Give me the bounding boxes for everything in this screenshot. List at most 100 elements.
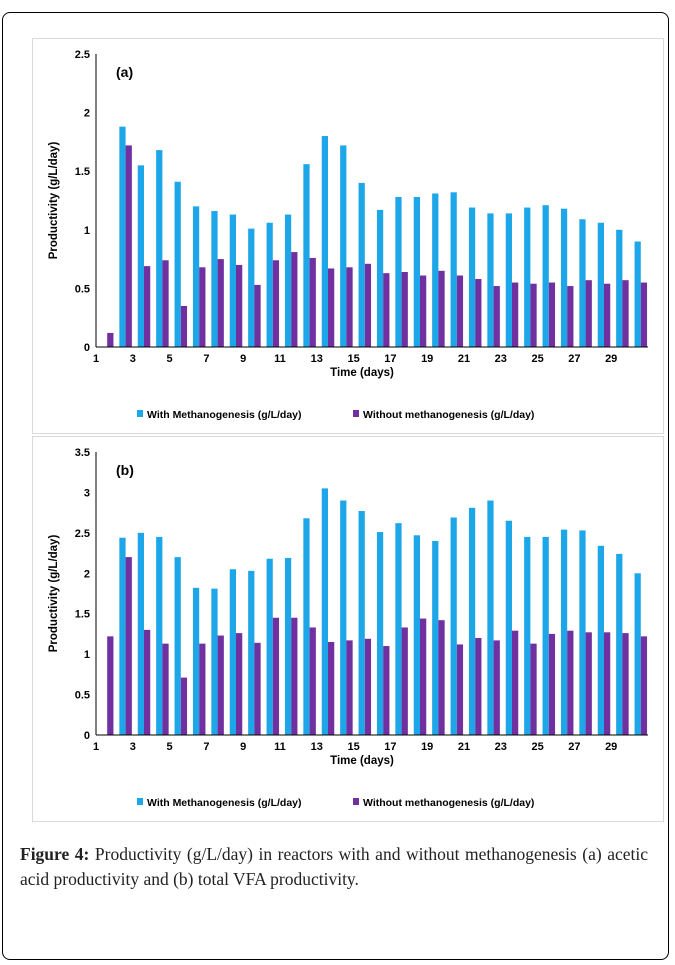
bar	[162, 260, 169, 347]
y-tick-label: 0	[84, 342, 90, 354]
x-axis-title: Time (days)	[330, 755, 394, 767]
caption-text: Productivity (g/L/day) in reactors with …	[20, 844, 648, 889]
bar	[229, 569, 236, 735]
y-axis-title: Productivity (g/L/day)	[48, 142, 60, 260]
x-tick-label: 21	[458, 741, 470, 753]
x-tick-label: 7	[203, 353, 209, 365]
bar	[542, 205, 549, 347]
bar	[217, 635, 224, 735]
bar	[530, 643, 537, 735]
bar	[199, 267, 206, 347]
x-tick-label: 1	[93, 741, 99, 753]
bar	[137, 532, 144, 735]
legend-swatch-without	[353, 798, 359, 805]
bar	[309, 627, 316, 735]
x-tick-label: 17	[384, 741, 396, 753]
legend-label-without: Without methanogenesis (g/L/day)	[363, 797, 534, 809]
bar	[487, 213, 494, 347]
bar	[548, 282, 556, 347]
x-tick-label: 15	[347, 353, 359, 365]
bar	[560, 208, 568, 347]
bar	[162, 643, 169, 735]
bar	[346, 640, 353, 735]
bar	[346, 267, 353, 347]
bar	[524, 536, 531, 735]
bar	[579, 219, 586, 347]
bar	[585, 632, 592, 735]
bar	[254, 284, 261, 347]
y-tick-label: 1.5	[75, 609, 90, 621]
bar	[450, 517, 457, 735]
bar	[291, 617, 298, 735]
figure-frame	[2, 12, 669, 960]
bar	[254, 642, 261, 735]
bar	[119, 537, 126, 735]
bar	[291, 252, 298, 347]
bar	[284, 557, 292, 735]
x-tick-label: 21	[458, 353, 470, 365]
bar	[328, 268, 335, 347]
bar	[321, 488, 328, 735]
bar	[493, 286, 500, 347]
bar	[567, 630, 574, 735]
bar	[383, 273, 390, 347]
bar	[634, 573, 641, 735]
bar	[401, 271, 408, 347]
legend-swatch-without	[353, 410, 359, 417]
x-tick-label: 17	[384, 353, 396, 365]
y-tick-label: 2.5	[75, 528, 90, 540]
bar	[505, 213, 512, 347]
bar	[524, 207, 531, 347]
x-tick-label: 5	[167, 353, 173, 365]
bar	[512, 630, 519, 735]
bar	[616, 229, 623, 347]
bar	[376, 209, 384, 347]
x-tick-label: 5	[167, 741, 173, 753]
x-tick-label: 25	[531, 741, 543, 753]
x-tick-label: 3	[130, 741, 136, 753]
bar	[640, 282, 648, 347]
chart-panel-a: 0 0.5 1 1.5 2 2.5 1 3 5 7 9 11 13 15 17 19 21 23 25 27 29 Tim…	[32, 38, 664, 434]
bar	[119, 126, 126, 347]
bar	[328, 642, 335, 735]
y-tick-label: 3.5	[75, 447, 90, 459]
bar	[585, 280, 592, 347]
bar	[266, 222, 273, 347]
bar	[487, 500, 494, 735]
x-tick-label: 19	[421, 741, 433, 753]
bar	[579, 530, 586, 735]
x-axis-title: Time (days)	[330, 367, 394, 379]
legend-label-without: Without methanogenesis (g/L/day)	[363, 409, 534, 421]
bar	[634, 241, 641, 347]
chart-a: 00.511.522.51 3 5 7 9 11 13 15 17 19 21 23 25 27 29Tim…	[48, 49, 648, 421]
bar	[413, 196, 420, 347]
bar	[364, 263, 372, 347]
bar	[284, 214, 292, 347]
bar	[530, 283, 537, 347]
y-tick-label: 1	[84, 649, 90, 661]
x-tick-label: 23	[495, 741, 507, 753]
bar	[236, 264, 243, 347]
bar	[512, 282, 519, 347]
x-tick-label: 3	[130, 353, 136, 365]
bar	[236, 633, 243, 735]
bar	[137, 165, 144, 347]
x-tick-label: 27	[568, 353, 580, 365]
bar	[542, 536, 549, 735]
bar	[272, 260, 280, 347]
x-tick-label: 13	[311, 741, 323, 753]
y-tick-label: 0.5	[75, 283, 90, 295]
bar	[272, 617, 280, 735]
bar	[229, 214, 236, 347]
bar	[180, 677, 188, 735]
bar	[438, 270, 445, 347]
x-tick-label: 23	[495, 353, 507, 365]
bar	[248, 570, 255, 735]
bar	[548, 633, 556, 735]
bar	[395, 523, 402, 735]
x-tick-label: 7	[203, 741, 209, 753]
bar	[192, 206, 200, 347]
bar	[383, 646, 390, 735]
x-tick-label: 29	[605, 741, 617, 753]
bar	[475, 279, 482, 347]
